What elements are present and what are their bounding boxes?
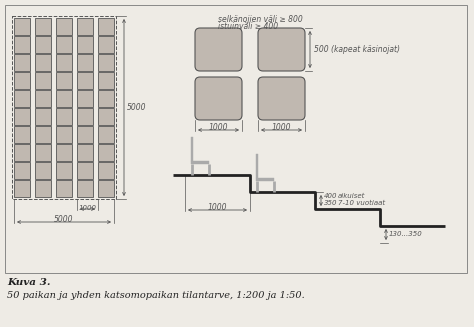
Bar <box>56 90 72 107</box>
Bar <box>35 90 51 107</box>
Bar <box>14 36 30 53</box>
Bar <box>14 162 30 179</box>
Bar <box>256 178 274 181</box>
Bar <box>14 18 30 35</box>
Bar <box>77 36 93 53</box>
Bar <box>14 180 30 197</box>
Bar <box>77 54 93 71</box>
Bar <box>98 18 114 35</box>
Bar <box>35 180 51 197</box>
Bar <box>98 90 114 107</box>
Bar <box>35 126 51 143</box>
Text: 350: 350 <box>324 200 337 206</box>
Bar <box>77 72 93 89</box>
Bar <box>77 18 93 35</box>
Bar <box>35 144 51 161</box>
Bar <box>98 144 114 161</box>
Bar <box>56 162 72 179</box>
Bar <box>98 72 114 89</box>
Bar <box>77 162 93 179</box>
Bar <box>98 54 114 71</box>
Bar <box>56 108 72 125</box>
Text: 1000: 1000 <box>208 203 227 212</box>
Bar <box>77 126 93 143</box>
Bar <box>98 36 114 53</box>
Bar <box>98 180 114 197</box>
Bar <box>56 180 72 197</box>
Bar <box>35 36 51 53</box>
Bar <box>256 154 258 178</box>
Bar <box>191 137 193 161</box>
Bar <box>77 144 93 161</box>
Text: 130...350: 130...350 <box>389 232 423 237</box>
Text: 50 paikan ja yhden katsomopaikan tilantarve, 1:200 ja 1:50.: 50 paikan ja yhden katsomopaikan tilanta… <box>7 291 305 300</box>
Bar <box>35 54 51 71</box>
Bar <box>191 161 209 164</box>
Bar <box>77 90 93 107</box>
Bar <box>5 5 467 273</box>
Bar <box>98 126 114 143</box>
Text: 400: 400 <box>324 193 337 199</box>
Bar <box>14 90 30 107</box>
Bar <box>14 126 30 143</box>
Text: 1000: 1000 <box>209 123 228 132</box>
Bar <box>56 54 72 71</box>
Bar <box>98 108 114 125</box>
Text: 1000: 1000 <box>272 123 291 132</box>
Bar <box>35 72 51 89</box>
Text: selkänojien väli ≥ 800: selkänojien väli ≥ 800 <box>219 15 303 24</box>
Bar <box>98 162 114 179</box>
Text: 5000: 5000 <box>127 103 146 112</box>
Bar <box>35 108 51 125</box>
Bar <box>14 108 30 125</box>
Bar <box>56 18 72 35</box>
Text: Kuva 3.: Kuva 3. <box>7 278 51 287</box>
FancyBboxPatch shape <box>195 28 242 71</box>
Text: istuinväli ≥ 400: istuinväli ≥ 400 <box>219 22 279 31</box>
Bar <box>56 126 72 143</box>
Bar <box>77 180 93 197</box>
FancyBboxPatch shape <box>258 28 305 71</box>
FancyBboxPatch shape <box>195 77 242 120</box>
Text: 500 (kapeat käsinojat): 500 (kapeat käsinojat) <box>314 45 400 54</box>
Bar <box>14 54 30 71</box>
Text: 5000: 5000 <box>54 215 74 224</box>
Bar <box>56 36 72 53</box>
Bar <box>35 18 51 35</box>
Bar <box>77 108 93 125</box>
Bar <box>56 72 72 89</box>
Bar <box>14 144 30 161</box>
Text: 7-10 vuotiaat: 7-10 vuotiaat <box>338 200 385 206</box>
FancyBboxPatch shape <box>258 77 305 120</box>
Bar <box>12 16 116 199</box>
Bar <box>56 144 72 161</box>
Bar <box>35 162 51 179</box>
Text: 1000: 1000 <box>79 205 97 211</box>
Text: aikuiset: aikuiset <box>338 193 365 199</box>
Bar <box>14 72 30 89</box>
